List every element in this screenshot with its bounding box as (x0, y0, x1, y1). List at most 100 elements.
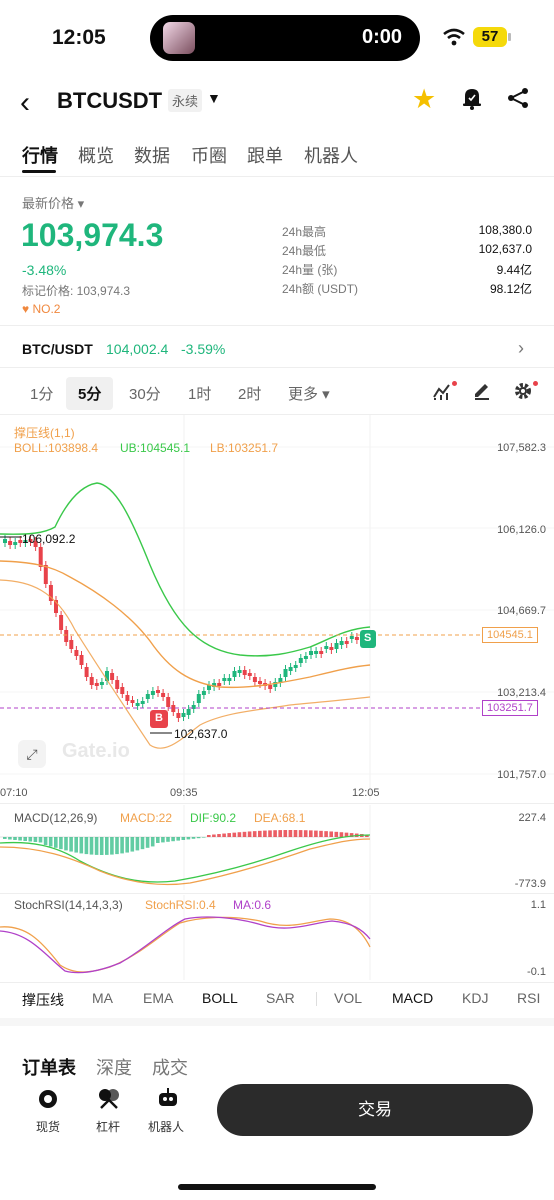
indicator-sar[interactable]: SAR (266, 990, 295, 1006)
interval-30m[interactable]: 30分 (129, 386, 161, 403)
x-tick: 12:05 (352, 787, 380, 799)
divider (0, 176, 554, 177)
last-price: 103,974.3 (21, 217, 164, 253)
divider (0, 893, 554, 894)
tab-data[interactable]: 数据 (134, 146, 170, 166)
wifi-icon (443, 28, 465, 46)
ub-value: UB:104545.1 (120, 441, 191, 455)
spot-icon[interactable] (37, 1088, 59, 1110)
indicator-vol[interactable]: VOL (334, 990, 363, 1006)
chevron-right-icon[interactable]: › (518, 338, 524, 358)
stat-low-value: 102,637.0 (478, 242, 532, 256)
tab-copy-trade[interactable]: 跟单 (247, 146, 283, 166)
pair-title[interactable]: BTCUSDT (57, 88, 163, 113)
indicator-boll[interactable]: BOLL (202, 990, 238, 1006)
high-marker-label: 106,092.2 (22, 532, 76, 546)
dif-value: DIF:90.2 (190, 811, 237, 825)
indicator-kdj[interactable]: KDJ (462, 990, 489, 1006)
indicator-macd[interactable]: MACD (392, 990, 434, 1006)
share-icon[interactable] (506, 86, 530, 110)
tab-overview[interactable]: 概览 (78, 146, 114, 166)
interval-1h[interactable]: 1时 (188, 386, 212, 403)
tab-bot[interactable]: 机器人 (304, 146, 358, 166)
indicator-rsi[interactable]: RSI (517, 990, 541, 1006)
buy-marker[interactable]: B (155, 712, 163, 724)
expand-icon[interactable]: ⤢ (18, 740, 46, 768)
macd-tick: -773.9 (514, 878, 546, 890)
gear-icon[interactable] (513, 381, 533, 401)
interval-5m[interactable]: 5分 (66, 377, 114, 410)
margin-icon[interactable] (97, 1086, 121, 1110)
nav-bot-label[interactable]: 机器人 (148, 1120, 185, 1134)
star-icon[interactable]: ★ (412, 84, 437, 114)
rank-badge: ♥ NO.2 (22, 302, 61, 316)
support-label: 撑压线(1,1) (14, 426, 75, 440)
lb-price-tag: 103251.7 (482, 700, 538, 716)
battery-cap (508, 33, 511, 41)
indicator-ma[interactable]: MA (92, 990, 113, 1006)
macd-value: MACD:22 (120, 811, 173, 825)
interval-more[interactable]: 更多 ▾ (288, 386, 330, 403)
watermark: Gate.io (62, 740, 130, 762)
nav-spot-label[interactable]: 现货 (36, 1120, 61, 1134)
stochrsi-chart (0, 895, 371, 980)
indicator-ema[interactable]: EMA (143, 990, 174, 1006)
status-time: 12:05 (52, 26, 106, 49)
spot-change: -3.59% (181, 341, 226, 357)
candlestick-chart[interactable] (0, 415, 554, 805)
x-tick: 09:35 (170, 787, 198, 799)
trade-button[interactable]: 交易 (217, 1084, 533, 1136)
stochrsi-label: StochRSI(14,14,3,3) (14, 898, 123, 912)
dynamic-island (150, 15, 420, 61)
y-tick: 104,669.7 (497, 605, 546, 617)
divider (0, 367, 554, 368)
spot-price: 104,002.4 (106, 341, 169, 357)
y-tick: 103,213.4 (497, 687, 546, 699)
tab-order-book[interactable]: 订单表 (22, 1058, 76, 1078)
divider (0, 325, 554, 326)
robot-icon[interactable] (156, 1086, 180, 1110)
divider (0, 982, 554, 983)
tab-trades[interactable]: 成交 (152, 1058, 188, 1078)
heart-icon: ♥ (22, 302, 30, 316)
x-tick: 07:10 (0, 787, 28, 799)
tab-market[interactable]: 行情 (22, 146, 58, 166)
notification-dot (452, 381, 457, 386)
stat-turnover-label: 24h额 (USDT) (282, 282, 359, 296)
avatar (163, 22, 195, 54)
bell-icon[interactable] (459, 85, 485, 111)
draw-icon[interactable] (472, 381, 492, 401)
tab-community[interactable]: 币圈 (191, 146, 227, 166)
section-gap (0, 1018, 554, 1026)
home-indicator (178, 1184, 376, 1190)
indicator-icon[interactable] (432, 381, 452, 401)
boll-value: BOLL:103898.4 (14, 441, 99, 455)
spot-pair-name[interactable]: BTC/USDT (22, 341, 93, 357)
indicator-support[interactable]: 撑压线 (22, 992, 64, 1008)
divider (316, 992, 317, 1006)
divider (0, 414, 554, 415)
sell-marker[interactable]: S (364, 632, 372, 644)
chevron-down-icon[interactable]: ▼ (207, 90, 221, 106)
notification-dot (533, 381, 538, 386)
macd-tick: 227.4 (518, 812, 546, 824)
stat-low-label: 24h最低 (282, 244, 327, 258)
dea-value: DEA:68.1 (254, 811, 306, 825)
price-change: -3.48% (22, 262, 67, 278)
boll-lower-line (0, 579, 371, 749)
back-icon[interactable]: ‹ (20, 86, 30, 119)
stat-high-value: 108,380.0 (478, 223, 532, 237)
stochrsi-tick: 1.1 (530, 899, 546, 911)
interval-2h[interactable]: 2时 (238, 386, 262, 403)
y-tick: 107,582.3 (497, 442, 546, 454)
ub-price-tag: 104545.1 (482, 627, 538, 643)
perpetual-badge: 永续 (168, 89, 203, 112)
nav-margin-label[interactable]: 杠杆 (96, 1120, 121, 1134)
lb-value: LB:103251.7 (210, 441, 279, 455)
divider (0, 803, 554, 804)
macd-label: MACD(12,26,9) (14, 811, 98, 825)
boll-mid-line (0, 560, 371, 689)
tab-depth[interactable]: 深度 (96, 1058, 132, 1078)
interval-1m[interactable]: 1分 (30, 386, 54, 403)
latest-price-label[interactable]: 最新价格 ▾ (22, 196, 85, 211)
